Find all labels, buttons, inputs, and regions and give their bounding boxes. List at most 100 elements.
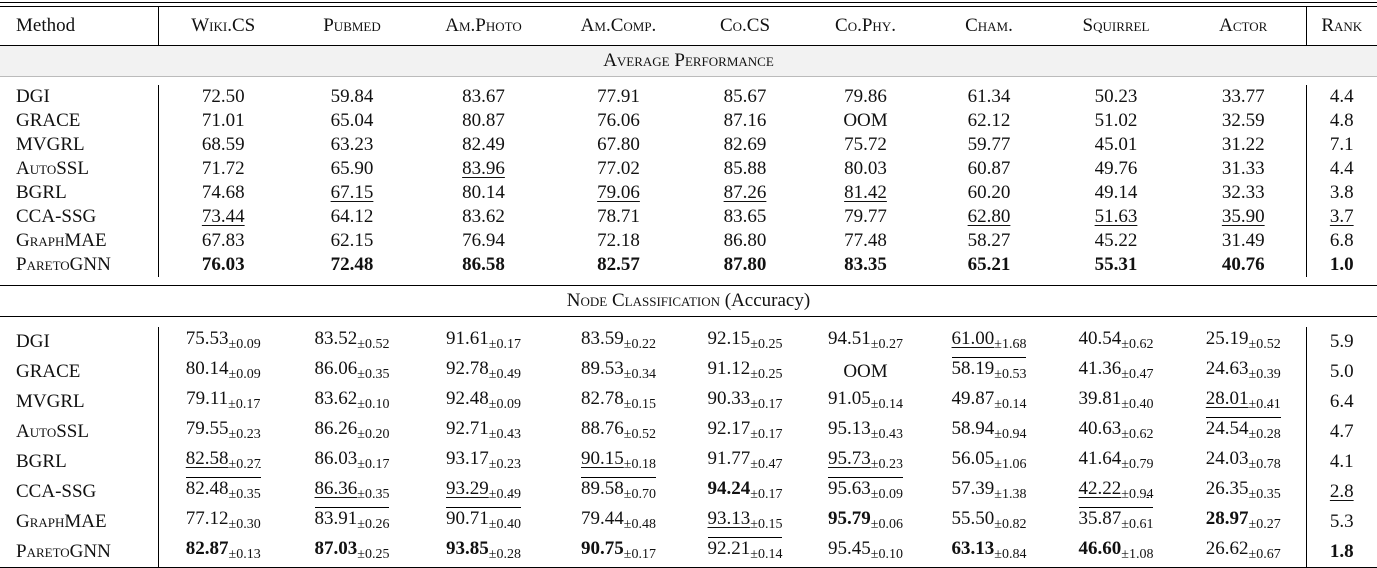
value-wrap: 51.02 [1095,110,1138,131]
value-text: 67.83 [201,230,245,251]
value-text: 86.06 [314,358,358,379]
value-wrap: 77.02 [597,158,640,179]
value-cell: 82.69 [686,133,804,157]
value-wrap: 58.94±0.94 [952,418,1027,442]
value-wrap: 5.0 [1330,361,1354,382]
value-cell: 92.15±0.25 [686,327,804,357]
std-text: ±0.28 [1248,427,1281,442]
value-text: 2.8 [1329,481,1354,502]
value-wrap: 78.71 [597,206,640,227]
std-text: ±0.49 [488,487,521,502]
value-wrap: 93.29±0.49 [446,478,521,502]
value-text: 41.64 [1078,448,1122,469]
value-cell: 59.77 [927,133,1051,157]
value-cell: 58.94±0.94 [927,417,1051,447]
value-wrap: 67.83 [202,230,245,251]
value-cell: 42.22±0.94 [1051,477,1181,507]
value-text: 80.87 [462,110,505,131]
value-wrap: 86.06±0.35 [314,358,390,382]
table-row: AutoSSL 79.55±0.23 86.26±0.20 92.71±0.43 88.… [0,417,1377,447]
value-wrap: 4.4 [1330,158,1354,179]
std-text: ±0.10 [870,547,903,562]
rank-cell: 6.8 [1305,229,1377,253]
value-wrap: 61.34 [968,86,1011,107]
value-cell: 93.85±0.28 [416,537,551,568]
value-text: 76.03 [201,254,245,275]
value-text: 79.44 [581,508,624,529]
value-wrap: 93.17±0.23 [446,448,521,472]
value-wrap: 83.59±0.22 [581,328,656,352]
method-name: MVGRL [0,133,159,157]
value-text: 32.59 [1221,110,1265,131]
value-text: 90.71 [446,508,489,529]
value-wrap: 83.67 [462,86,505,107]
value-text: 80.14 [462,182,505,203]
value-text: 82.58 [185,448,229,469]
value-text: 90.33 [707,388,751,409]
table-row: ParetoGNN 76.03 72.48 86.58 82.57 87.80 83.35 6… [0,253,1377,277]
value-cell: OOM [804,357,927,387]
table-row: CCA-SSG 82.48±0.35 86.36±0.35 93.29±0.49 89.… [0,477,1377,507]
value-wrap: 80.14 [462,182,505,203]
value-cell: 92.21±0.14 [686,537,804,568]
std-text: ±0.14 [994,397,1027,412]
value-cell: 79.44±0.48 [551,507,686,537]
value-text: 83.62 [462,206,505,227]
value-wrap: 24.03±0.78 [1206,448,1281,472]
value-cell: 62.15 [288,229,416,253]
value-cell: 81.42 [804,181,927,205]
value-wrap: 82.49 [462,134,505,155]
value-wrap: 1.0 [1330,254,1354,275]
std-text: ±0.78 [1248,457,1281,472]
value-wrap: OOM [843,110,887,131]
std-text: ±0.17 [488,337,521,352]
value-cell: 95.13±0.43 [804,417,927,447]
value-wrap: 80.87 [462,110,505,131]
table-row: MVGRL 79.11±0.17 83.62±0.10 92.48±0.09 82.78… [0,387,1377,417]
value-text: OOM [843,361,888,382]
value-text: 6.4 [1329,391,1354,412]
std-text: ±0.40 [488,517,521,532]
value-text: 59.77 [967,134,1011,155]
value-cell: 90.71±0.40 [416,507,551,537]
value-text: 55.50 [951,508,995,529]
value-wrap: 83.52±0.52 [315,328,390,352]
value-cell: 89.53±0.34 [551,357,686,387]
value-text: 94.24 [707,478,751,499]
value-text: 81.42 [844,182,887,203]
header-amphoto: Am.Photo [416,6,551,46]
spacer-row [0,77,1377,86]
value-cell: 24.54±0.28 [1181,417,1306,447]
value-cell: 82.49 [416,133,551,157]
value-text: 95.45 [828,538,871,559]
std-text: ±0.28 [488,547,521,562]
header-cophy: Co.Phy. [804,6,927,46]
value-wrap: 65.21 [968,254,1011,275]
method-name: MVGRL [0,387,159,417]
header-squirrel: Squirrel [1051,6,1181,46]
std-text: ±1.06 [994,457,1027,472]
value-wrap: 95.13±0.43 [828,418,903,442]
std-text: ±0.23 [870,457,903,472]
value-cell: 80.03 [804,157,927,181]
value-text: 67.80 [597,134,640,155]
value-wrap: 92.71±0.43 [446,418,521,442]
rank-cell: 3.7 [1305,205,1377,229]
section-header: Node Classification (Accuracy) [0,285,1377,317]
value-text: 49.87 [951,388,995,409]
method-name: CCA-SSG [0,477,159,507]
value-text: 31.49 [1221,230,1265,251]
method-name: ParetoGNN [0,253,159,277]
value-cell: 85.67 [686,85,804,109]
table-row: CCA-SSG 73.44 64.12 83.62 78.71 83.65 79.77 62.… [0,205,1377,229]
value-cell: 41.64±0.79 [1051,447,1181,477]
value-text: 82.78 [581,388,624,409]
value-text: 62.12 [967,110,1011,131]
std-text: ±0.09 [228,337,261,352]
value-text: 77.02 [597,158,640,179]
value-cell: 32.33 [1181,181,1306,205]
value-text: 5.3 [1329,511,1354,532]
value-wrap: 85.67 [724,86,767,107]
section-title: Node Classification [566,290,720,311]
value-wrap: 87.80 [724,254,767,275]
